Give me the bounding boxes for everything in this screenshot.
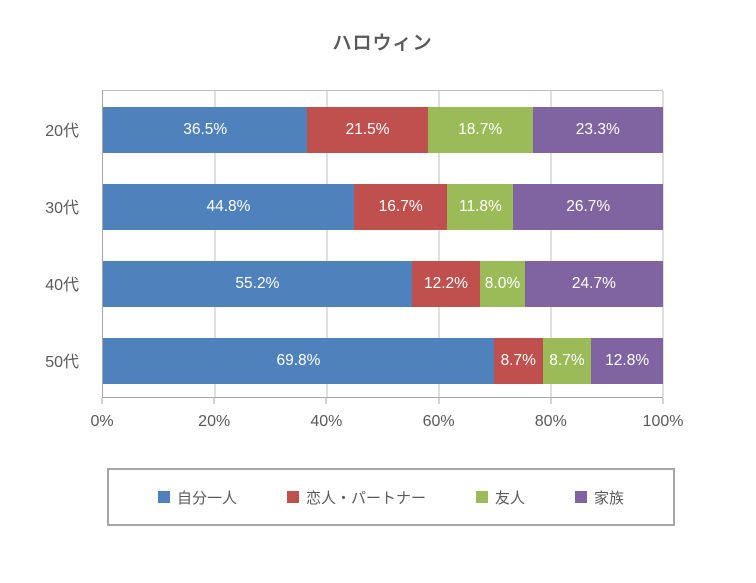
bar-segment-自分一人-20代: 36.5% <box>103 106 308 153</box>
chart-title: ハロウィン <box>332 33 433 54</box>
data-label: 69.8% <box>276 351 321 369</box>
legend-swatch-icon <box>575 491 588 503</box>
x-axis-label-40: 40% <box>310 413 343 430</box>
legend: 自分一人 恋人・パートナー 友人 家族 <box>107 468 675 526</box>
y-axis-label-30代: 30代 <box>45 199 79 217</box>
bar-segment-友人-20代: 18.7% <box>427 106 533 153</box>
legend-swatch-icon <box>157 491 170 503</box>
bar-segment-家族-20代: 23.3% <box>532 106 664 153</box>
stacked-bar-30代: 44.8% 16.7% 11.8% 26.7% <box>103 183 663 230</box>
axis-tick-20 <box>213 398 215 404</box>
legend-label: 家族 <box>594 489 625 507</box>
bar-row-20代: 36.5% 21.5% 18.7% 23.3% <box>103 91 664 168</box>
legend-item-家族: 家族 <box>575 487 624 508</box>
legend-swatch-icon <box>476 491 488 503</box>
stacked-bar-40代: 55.2% 12.2% 8.0% 24.7% <box>103 260 663 307</box>
axis-tick-0 <box>101 398 103 404</box>
axis-tick-60 <box>438 398 440 404</box>
y-axis-label-20代: 20代 <box>45 122 79 140</box>
data-label: 11.8% <box>459 197 502 215</box>
plot-area: 36.5% 21.5% 18.7% 23.3% 44.8% 16.7% 11.8% 26.7%… <box>102 90 664 399</box>
bar-segment-友人-30代: 11.8% <box>447 183 514 230</box>
legend-label: 恋人・パートナー <box>305 489 426 507</box>
bar-segment-恋人・パートナー-20代: 21.5% <box>307 106 428 153</box>
stacked-bar-50代: 69.8% 8.7% 8.7% 12.8% <box>103 337 663 384</box>
data-label: 26.7% <box>566 197 611 215</box>
bar-segment-友人-50代: 8.7% <box>542 337 592 384</box>
x-axis-label-20: 20% <box>198 413 231 430</box>
stacked-bar-20代: 36.5% 21.5% 18.7% 23.3% <box>103 106 664 153</box>
legend-label: 自分一人 <box>176 489 237 507</box>
y-axis-labels: 20代 30代 40代 50代 <box>0 90 92 398</box>
legend-item-自分一人: 自分一人 <box>157 487 237 508</box>
legend-item-恋人・パートナー: 恋人・パートナー <box>286 487 426 508</box>
data-label: 55.2% <box>235 274 280 292</box>
gridline-60 <box>438 91 440 397</box>
data-label: 8.7% <box>549 351 585 369</box>
bar-segment-友人-40代: 8.0% <box>480 260 525 307</box>
x-axis-label-100: 100% <box>642 413 684 430</box>
legend-label: 友人 <box>495 489 526 507</box>
data-label: 24.7% <box>571 274 616 292</box>
bar-row-40代: 55.2% 12.2% 8.0% 24.7% <box>103 245 663 322</box>
y-axis-label-40代: 40代 <box>45 276 79 294</box>
x-axis-ticks <box>101 398 664 404</box>
gridline-100 <box>662 91 664 397</box>
legend-item-友人: 友人 <box>476 487 525 508</box>
gridline-80 <box>550 91 552 397</box>
x-axis-label-0: 0% <box>90 413 114 430</box>
bar-segment-恋人・パートナー-40代: 12.2% <box>411 260 481 307</box>
bar-row-30代: 44.8% 16.7% 11.8% 26.7% <box>103 168 663 245</box>
data-label: 18.7% <box>458 120 503 138</box>
x-axis-labels: 0% 20% 40% 60% 80% 100% <box>90 413 683 433</box>
data-label: 16.7% <box>378 197 423 215</box>
data-label: 12.8% <box>605 351 650 369</box>
axis-tick-40 <box>325 398 327 404</box>
bar-segment-家族-40代: 24.7% <box>524 260 663 307</box>
data-label: 21.5% <box>345 120 390 138</box>
bar-segment-自分一人-30代: 44.8% <box>103 183 354 230</box>
x-axis-label-80: 80% <box>534 413 567 430</box>
bar-segment-家族-30代: 26.7% <box>513 183 663 230</box>
data-label: 23.3% <box>575 120 620 138</box>
bar-segment-恋人・パートナー-30代: 16.7% <box>353 183 448 230</box>
bar-row-50代: 69.8% 8.7% 8.7% 12.8% <box>103 322 663 399</box>
data-label: 44.8% <box>206 197 251 215</box>
bar-segment-恋人・パートナー-50代: 8.7% <box>493 337 543 384</box>
x-axis-label-60: 60% <box>422 413 455 430</box>
y-axis-label-50代: 50代 <box>45 353 79 371</box>
data-label: 8.7% <box>500 351 536 369</box>
axis-tick-100 <box>662 398 664 404</box>
data-label: 8.0% <box>484 274 521 292</box>
bar-segment-家族-50代: 12.8% <box>591 337 663 384</box>
legend-swatch-icon <box>286 491 299 503</box>
bar-segment-自分一人-50代: 69.8% <box>103 337 494 384</box>
gridline-20 <box>214 91 216 397</box>
data-label: 12.2% <box>423 274 468 292</box>
axis-tick-80 <box>550 398 552 404</box>
data-label: 36.5% <box>183 120 228 138</box>
bar-segment-自分一人-40代: 55.2% <box>103 260 412 307</box>
gridline-40 <box>326 91 328 397</box>
